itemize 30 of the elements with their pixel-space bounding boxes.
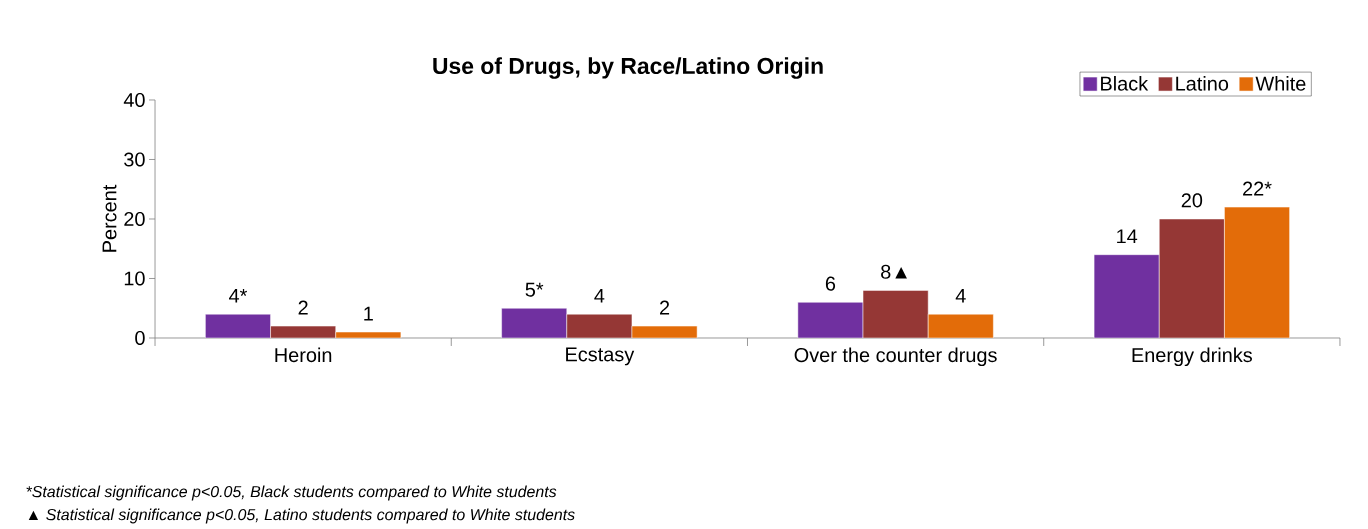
data-label: 2 xyxy=(298,300,308,315)
data-label: 14 xyxy=(1117,229,1138,244)
data-label: 8▲ xyxy=(881,264,907,279)
x-tick-label: Heroin xyxy=(275,347,332,363)
legend-label: Latino xyxy=(1176,76,1229,91)
x-tick-label: Ecstasy xyxy=(566,347,635,366)
y-tick-label: 20 xyxy=(124,211,145,227)
y-tick-label: 40 xyxy=(123,92,145,108)
y-axis-title: Percent xyxy=(102,184,117,252)
data-label: 2 xyxy=(660,300,670,315)
data-label: 6 xyxy=(825,276,836,291)
x-tick-label: Energy drinks xyxy=(1132,347,1252,367)
legend-label: White xyxy=(1255,76,1306,91)
x-tick-label: Over the counter drugs xyxy=(794,347,997,367)
data-label: 4* xyxy=(229,288,248,303)
legend-label: Black xyxy=(1101,76,1149,91)
bar xyxy=(927,313,994,338)
text: *Statistical significance p<0.05, Black students compared to White students xyxy=(26,485,557,501)
data-label: 4 xyxy=(594,288,605,303)
y-tick-label: 30 xyxy=(124,152,145,167)
data-label: 1 xyxy=(364,306,373,321)
bar xyxy=(1224,206,1290,338)
y-tick-label: 10 xyxy=(124,271,145,286)
text: ▲ Statistical significance p<0.05, Latino students compared to White students xyxy=(28,508,575,524)
data-label: 20 xyxy=(1181,193,1203,208)
chart-title: Use of Drugs, by Race/Latino Origin xyxy=(433,57,823,79)
data-label: 22* xyxy=(1243,181,1272,196)
data-label: 4 xyxy=(955,288,966,303)
data-label: 5* xyxy=(525,282,544,297)
y-tick-label: 0 xyxy=(135,330,145,346)
